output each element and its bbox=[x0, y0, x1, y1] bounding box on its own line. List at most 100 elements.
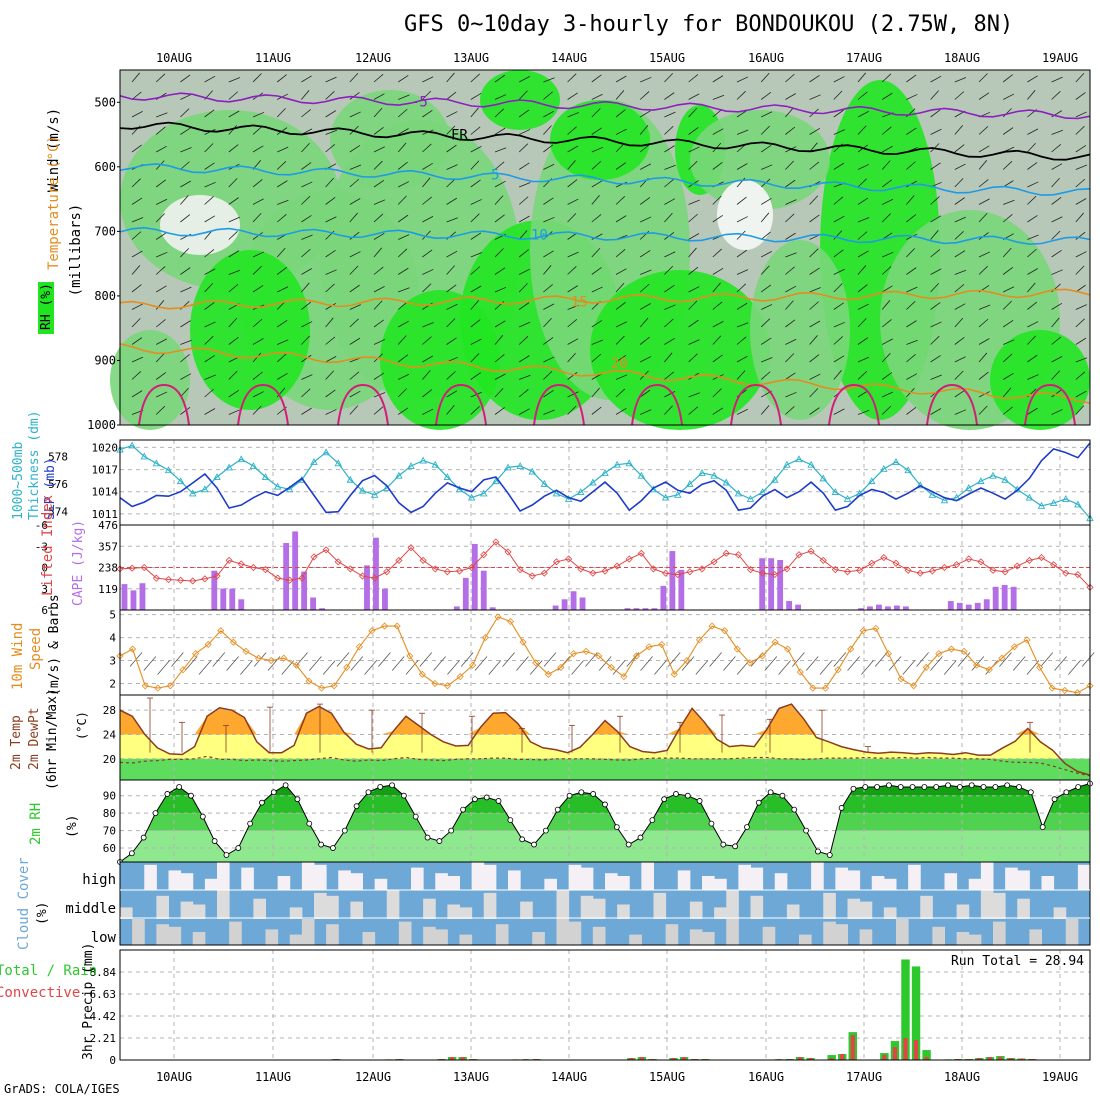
wind-barb bbox=[712, 354, 723, 363]
wind-speed-point bbox=[305, 677, 313, 685]
rh-point bbox=[945, 782, 951, 789]
wind-barb bbox=[446, 178, 456, 188]
date-label-top: 15AUG bbox=[649, 51, 685, 65]
pressure-tick-label: 700 bbox=[94, 224, 116, 238]
thickness-point bbox=[1074, 500, 1082, 508]
wind-barb bbox=[857, 197, 869, 205]
wind-barb bbox=[1051, 143, 1062, 153]
wind-barb bbox=[446, 303, 458, 310]
wind-barb bbox=[180, 320, 191, 328]
wind-barb bbox=[954, 370, 964, 380]
wind-speed-point bbox=[1023, 636, 1031, 644]
wind-barb-10m bbox=[295, 652, 308, 667]
thickness-point bbox=[686, 479, 694, 487]
wind-barb-10m bbox=[640, 656, 653, 671]
wind-barb bbox=[180, 387, 189, 398]
wind-barb-10m bbox=[364, 660, 377, 675]
lifted-index-point bbox=[771, 571, 779, 579]
wind-barb bbox=[325, 370, 335, 380]
cloud-cell bbox=[508, 870, 521, 890]
wind-speed-point bbox=[935, 650, 943, 658]
wind-speed-point bbox=[645, 643, 653, 651]
cape-tick-label: 238 bbox=[98, 562, 118, 575]
lifted-index-point bbox=[286, 576, 294, 584]
isotherm-label: FR bbox=[451, 128, 468, 144]
wind-barb bbox=[204, 268, 216, 275]
wind-barb bbox=[736, 196, 747, 205]
wind-barb bbox=[881, 92, 893, 100]
wind-barb bbox=[591, 267, 602, 275]
wind-barb bbox=[398, 181, 410, 188]
rh-point bbox=[909, 784, 916, 790]
wind-barb-10m bbox=[474, 656, 488, 671]
isotherm-line bbox=[119, 121, 1091, 161]
date-label-top: 18AUG bbox=[944, 51, 980, 65]
wind-barb bbox=[252, 232, 263, 240]
cloud-cell bbox=[1041, 876, 1055, 890]
wind-barb bbox=[1051, 163, 1063, 170]
precip-convective-bar bbox=[460, 1057, 465, 1060]
wind-speed-point bbox=[380, 622, 389, 630]
wind-barb bbox=[325, 110, 336, 118]
wind-barb bbox=[228, 125, 237, 135]
wind-speed-point bbox=[229, 638, 237, 646]
lifted-index-point bbox=[1013, 562, 1021, 570]
wind-barb bbox=[397, 195, 407, 205]
thickness-point bbox=[613, 460, 621, 468]
cloud-cell bbox=[786, 904, 800, 919]
wind-barb bbox=[639, 336, 650, 345]
wind-barb bbox=[519, 268, 531, 275]
wind-barb bbox=[301, 268, 312, 275]
wind-barb-10m bbox=[764, 656, 778, 671]
wind-barb bbox=[785, 73, 795, 83]
lifted-index-point bbox=[1074, 571, 1082, 579]
thickness-point bbox=[237, 455, 246, 463]
lifted-index-point bbox=[613, 562, 621, 570]
wind-barb bbox=[422, 230, 431, 240]
wind-barb bbox=[785, 160, 795, 170]
wind-barb bbox=[470, 126, 481, 135]
precip-convective-bar bbox=[1019, 1058, 1024, 1060]
wind-barb-10m bbox=[1054, 656, 1067, 671]
wind-barb bbox=[277, 199, 289, 205]
cape-bar bbox=[292, 531, 299, 610]
wind-barb bbox=[276, 213, 287, 223]
wind-barb bbox=[591, 195, 600, 205]
cloud-cell bbox=[386, 890, 400, 919]
wind-speed-point bbox=[595, 652, 603, 660]
rh-region bbox=[380, 290, 500, 430]
lifted-index-point bbox=[1001, 568, 1009, 576]
slp-tick-label: 1011 bbox=[92, 508, 119, 521]
wind-barb bbox=[930, 408, 942, 415]
cloud-cell bbox=[411, 867, 424, 890]
wind-barb bbox=[1051, 91, 1061, 100]
cape-bar bbox=[965, 604, 972, 610]
precip-convective-bar bbox=[998, 1057, 1003, 1060]
wind-barb bbox=[930, 282, 940, 293]
wind-barb bbox=[954, 317, 964, 328]
cloud-cell bbox=[859, 929, 873, 945]
wind-barb bbox=[954, 250, 966, 258]
thickness-point bbox=[334, 459, 343, 467]
wind-barb bbox=[688, 300, 698, 310]
wind-barb bbox=[470, 266, 481, 275]
wind-barb-10m bbox=[874, 652, 888, 667]
wind-barb bbox=[1003, 286, 1015, 293]
wind-barb bbox=[422, 216, 434, 223]
wind-barb bbox=[1027, 90, 1036, 100]
wind-speed-point bbox=[406, 652, 414, 660]
wind-barb bbox=[131, 356, 144, 363]
wind-barb-10m bbox=[943, 660, 957, 675]
wind-barb bbox=[155, 405, 166, 415]
wind-barb bbox=[470, 199, 482, 205]
wind-barb bbox=[180, 353, 190, 363]
wind-barb bbox=[881, 352, 891, 363]
wind-barb bbox=[470, 232, 482, 240]
wind-speed-point bbox=[179, 666, 187, 674]
dewpt-axis-label: 2m DewPt bbox=[27, 707, 42, 770]
wind-barb bbox=[131, 111, 143, 118]
rh-point bbox=[306, 820, 313, 827]
wind-barb bbox=[398, 128, 409, 135]
wind-barb bbox=[518, 90, 528, 100]
wind-speed-point bbox=[557, 663, 565, 671]
